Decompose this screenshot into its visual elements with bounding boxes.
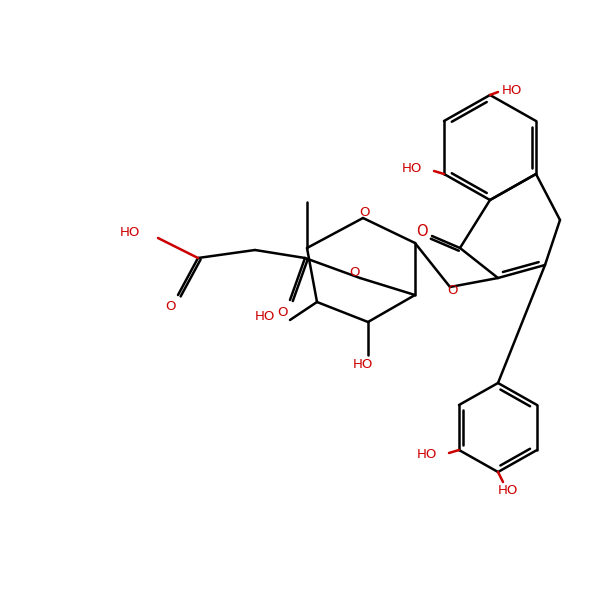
Text: HO: HO [353,358,373,371]
Text: HO: HO [502,83,523,97]
Text: O: O [165,301,175,313]
Text: HO: HO [401,163,422,175]
Text: O: O [416,223,428,238]
Text: O: O [447,283,457,296]
Text: O: O [277,305,287,319]
Text: O: O [350,266,360,280]
Text: HO: HO [498,484,518,497]
Text: HO: HO [119,226,140,239]
Text: HO: HO [416,449,437,461]
Text: HO: HO [254,311,275,323]
Text: O: O [360,206,370,220]
